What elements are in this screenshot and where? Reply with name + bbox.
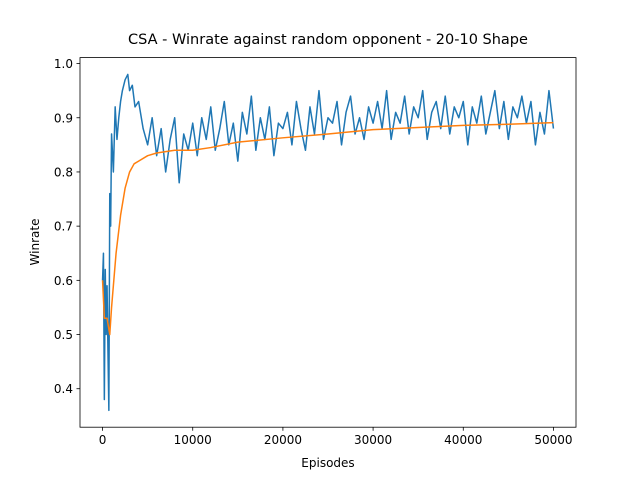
y-tick-label: 0.4 xyxy=(54,382,73,396)
data-line xyxy=(101,121,554,336)
y-tick-label: 1.0 xyxy=(54,57,73,71)
y-tick-label: 0.5 xyxy=(54,328,73,342)
y-tick-label: 0.6 xyxy=(54,274,73,288)
y-tick-label: 0.9 xyxy=(54,111,73,125)
y-axis-label: Winrate xyxy=(28,219,42,266)
x-tick-label: 50000 xyxy=(534,433,572,447)
x-axis-label: Episodes xyxy=(301,456,354,470)
y-tick-label: 0.7 xyxy=(54,220,73,234)
x-tick-label: 0 xyxy=(99,433,107,447)
x-tick-label: 20000 xyxy=(264,433,302,447)
plot-frame xyxy=(79,57,577,428)
x-tick-label: 40000 xyxy=(444,433,482,447)
chart-title: CSA - Winrate against random opponent - … xyxy=(128,32,528,48)
y-tick-label: 0.8 xyxy=(54,165,73,179)
data-line xyxy=(101,73,555,412)
x-tick-label: 10000 xyxy=(174,433,212,447)
x-tick-label: 30000 xyxy=(354,433,392,447)
